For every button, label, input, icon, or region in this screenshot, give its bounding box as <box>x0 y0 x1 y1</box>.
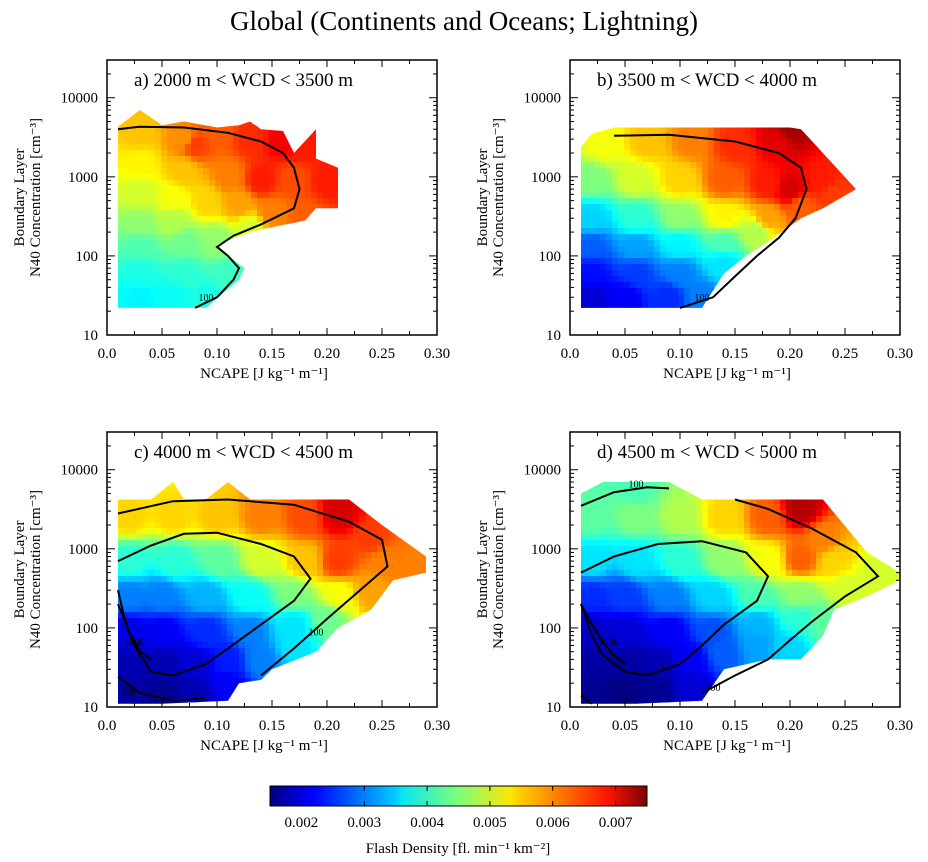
y-tick-label: 1000 <box>68 170 98 186</box>
colorbar-tick-label: 0.005 <box>473 815 507 831</box>
x-tick-label: 0.0 <box>561 346 580 362</box>
y-tick-label: 10000 <box>524 91 562 107</box>
y-axis-label: N40 Concentration [cm⁻³] <box>28 490 44 649</box>
contour-line <box>117 676 207 702</box>
colorbar-label: Flash Density [fl. min⁻¹ km⁻²] <box>366 841 550 857</box>
contour-line <box>580 603 626 665</box>
panel-title: c) 4000 m < WCD < 4500 m <box>134 442 353 463</box>
contour-label: 1000 <box>125 637 145 648</box>
x-axis-label: NCAPE [J kg⁻¹ m⁻¹] <box>663 738 791 754</box>
contour-label: 100 <box>695 293 710 304</box>
panel-c: 1000 100 100 0.0 0.05 0.10 0.15 0.20 0.25 0.30 10 1… <box>12 431 450 754</box>
x-tick-label: 0.30 <box>887 346 913 362</box>
x-tick-label: 0.0 <box>98 718 117 734</box>
x-tick-label: 0.15 <box>722 346 748 362</box>
panel-title: b) 3500 m < WCD < 4000 m <box>597 70 817 91</box>
colorbar-tick-label: 0.003 <box>347 815 381 831</box>
x-tick-label: 0.15 <box>259 718 285 734</box>
x-tick-label: 0.25 <box>369 718 395 734</box>
y-axis-label: Boundary Layer <box>475 521 491 619</box>
x-tick-label: 0.25 <box>369 346 395 362</box>
contour-line <box>580 486 670 507</box>
x-tick-label: 0.20 <box>314 718 340 734</box>
x-tick-label: 0.25 <box>832 346 858 362</box>
figure-title: Global (Continents and Oceans; Lightning… <box>230 6 698 36</box>
y-axis-label: N40 Concentration [cm⁻³] <box>491 490 507 649</box>
y-tick-label: 100 <box>539 249 562 265</box>
colorbar-tick-label: 0.002 <box>285 815 319 831</box>
y-axis-label: N40 Concentration [cm⁻³] <box>491 118 507 277</box>
x-axis-label: NCAPE [J kg⁻¹ m⁻¹] <box>663 366 791 382</box>
y-tick-label: 10 <box>546 328 561 344</box>
panels-group: 1000.0 0.05 0.10 0.15 0.20 0.25 0.301010010001… <box>12 59 913 754</box>
x-tick-label: 0.10 <box>204 718 230 734</box>
x-axis-label: NCAPE [J kg⁻¹ m⁻¹] <box>200 366 328 382</box>
x-tick-label: 0.30 <box>424 718 450 734</box>
y-tick-label: 10000 <box>61 91 99 107</box>
colorbar: 0.002 0.003 0.004 0.005 0.006 0.007 Flash Den… <box>269 785 648 857</box>
panel-d: 1000 100 100 0.0 0.05 0.10 0.15 0.20 0.25 0.30 10 1… <box>475 431 913 754</box>
contour-line <box>117 531 312 677</box>
y-tick-label: 1000 <box>531 542 561 558</box>
x-axis-label: NCAPE [J kg⁻¹ m⁻¹] <box>200 738 328 754</box>
x-tick-label: 0.0 <box>561 718 580 734</box>
y-axis-label: Boundary Layer <box>475 149 491 247</box>
heatmap-field <box>581 127 856 308</box>
panel-title: d) 4500 m < WCD < 5000 m <box>597 442 817 463</box>
y-tick-label: 1000 <box>68 542 98 558</box>
x-tick-label: 0.10 <box>667 346 693 362</box>
contour-line <box>117 589 152 661</box>
x-tick-label: 0.20 <box>777 718 803 734</box>
contour-label: 100 <box>122 687 137 698</box>
contour-label: 100 <box>706 683 721 694</box>
contour-line <box>117 498 389 677</box>
contour-line <box>613 133 808 309</box>
x-tick-label: 0.30 <box>424 346 450 362</box>
y-tick-label: 10000 <box>61 463 99 479</box>
panel-b: 100 0.0 0.05 0.10 0.15 0.20 0.25 0.30 10 100 1000 1… <box>475 59 913 382</box>
contour-label: 1000 <box>599 637 619 648</box>
contour-line <box>580 540 770 677</box>
contour-line <box>580 694 593 705</box>
y-tick-label: 100 <box>76 249 99 265</box>
panel-title: a) 2000 m < WCD < 3500 m <box>134 70 353 91</box>
contour-label: 100 <box>199 293 214 304</box>
colorbar-gradient <box>269 785 648 807</box>
x-tick-label: 0.20 <box>314 346 340 362</box>
panel-a: 100 0.0 0.05 0.10 0.15 0.20 0.25 0.30 10 100 1000 1… <box>12 59 450 382</box>
contour-line <box>701 498 880 694</box>
x-tick-label: 0.30 <box>887 718 913 734</box>
y-axis-label: N40 Concentration [cm⁻³] <box>28 118 44 277</box>
y-tick-label: 10000 <box>524 463 562 479</box>
colorbar-tick-label: 0.004 <box>410 815 444 831</box>
x-tick-label: 0.05 <box>612 718 638 734</box>
x-tick-label: 0.15 <box>722 718 748 734</box>
contour-label: 100 <box>629 479 644 490</box>
x-tick-label: 0.05 <box>149 346 175 362</box>
y-axis-label: Boundary Layer <box>12 521 28 619</box>
contour-line <box>117 125 301 309</box>
y-tick-label: 100 <box>76 621 99 637</box>
x-tick-label: 0.0 <box>98 346 117 362</box>
x-tick-label: 0.05 <box>612 346 638 362</box>
x-tick-label: 0.05 <box>149 718 175 734</box>
colorbar-ticks: 0.002 0.003 0.004 0.005 0.006 0.007 <box>285 786 633 831</box>
y-tick-label: 1000 <box>531 170 561 186</box>
y-tick-label: 10 <box>546 700 561 716</box>
x-tick-label: 0.10 <box>204 346 230 362</box>
contour-label: 100 <box>309 628 324 639</box>
x-tick-label: 0.10 <box>667 718 693 734</box>
colorbar-tick-label: 0.007 <box>599 815 633 831</box>
x-tick-label: 0.25 <box>832 718 858 734</box>
y-tick-label: 10 <box>83 700 98 716</box>
colorbar-tick-label: 0.006 <box>536 815 570 831</box>
y-tick-label: 10 <box>83 328 98 344</box>
x-tick-label: 0.15 <box>259 346 285 362</box>
x-tick-label: 0.20 <box>777 346 803 362</box>
y-tick-label: 100 <box>539 621 562 637</box>
heatmap-field <box>118 110 338 308</box>
y-axis-label: Boundary Layer <box>12 149 28 247</box>
